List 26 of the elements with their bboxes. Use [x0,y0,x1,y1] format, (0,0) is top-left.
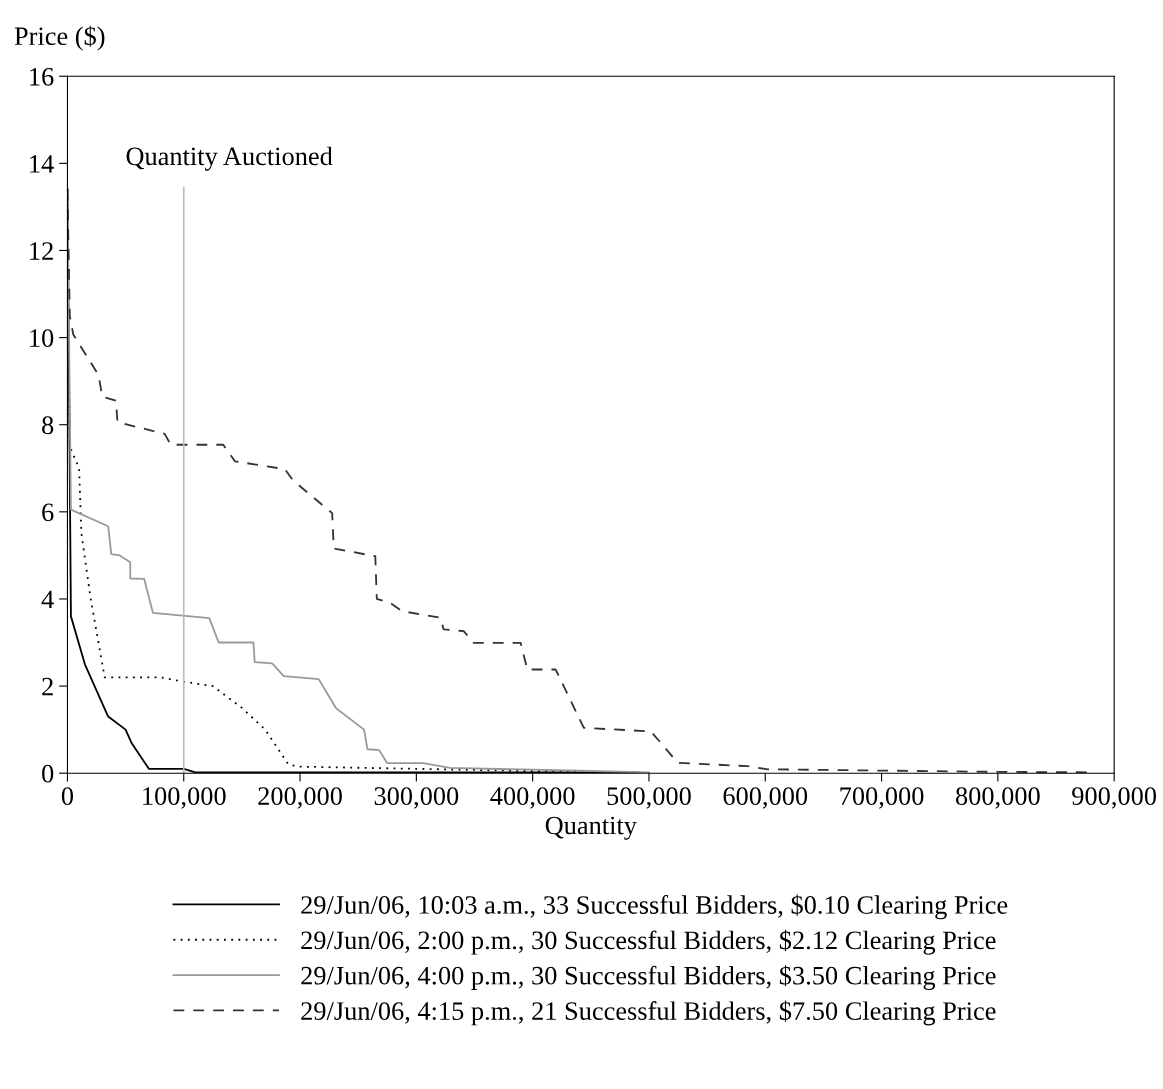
x-tick-label: 500,000 [607,787,691,809]
legend-label: 29/Jun/06, 4:00 p.m., 30 Successful Bidders, $3.50 Clearing Price [301,965,996,991]
y-tick-label: 0 [42,764,54,783]
y-tick-label: 4 [41,590,54,609]
y-tick-label: 2 [42,677,53,696]
x-tick-label: 800,000 [955,787,1040,809]
legend-label: 29/Jun/06, 2:00 p.m., 30 Successful Bidders, $2.12 Clearing Price [301,929,996,955]
y-tick-label: 10 [30,329,54,348]
x-tick-label: 700,000 [840,787,924,809]
y-tick-label: 12 [30,242,53,260]
ref-line-label: Quantity Auctioned [126,146,333,171]
x-tick-label: 400,000 [490,787,575,809]
y-axis-title: Price ($) [14,25,105,51]
legend-label: 29/Jun/06, 4:15 p.m., 21 Successful Bidders, $7.50 Clearing Price [301,1000,996,1026]
x-tick-label: 900,000 [1072,787,1157,809]
legend-label: 29/Jun/06, 10:03 a.m., 33 Successful Bidders, $0.10 Clearing Price [301,894,1008,920]
y-tick-label: 16 [30,67,54,86]
y-tick-label: 6 [42,503,54,522]
x-tick-label: 0 [61,787,74,805]
x-tick-label: 600,000 [723,787,808,809]
y-tick-label: 8 [42,416,54,435]
x-tick-label: 100,000 [143,787,226,809]
x-tick-label: 300,000 [374,787,459,809]
y-tick-label: 14 [30,155,54,173]
x-axis-title: Quantity [545,816,637,840]
x-tick-label: 200,000 [258,787,342,809]
